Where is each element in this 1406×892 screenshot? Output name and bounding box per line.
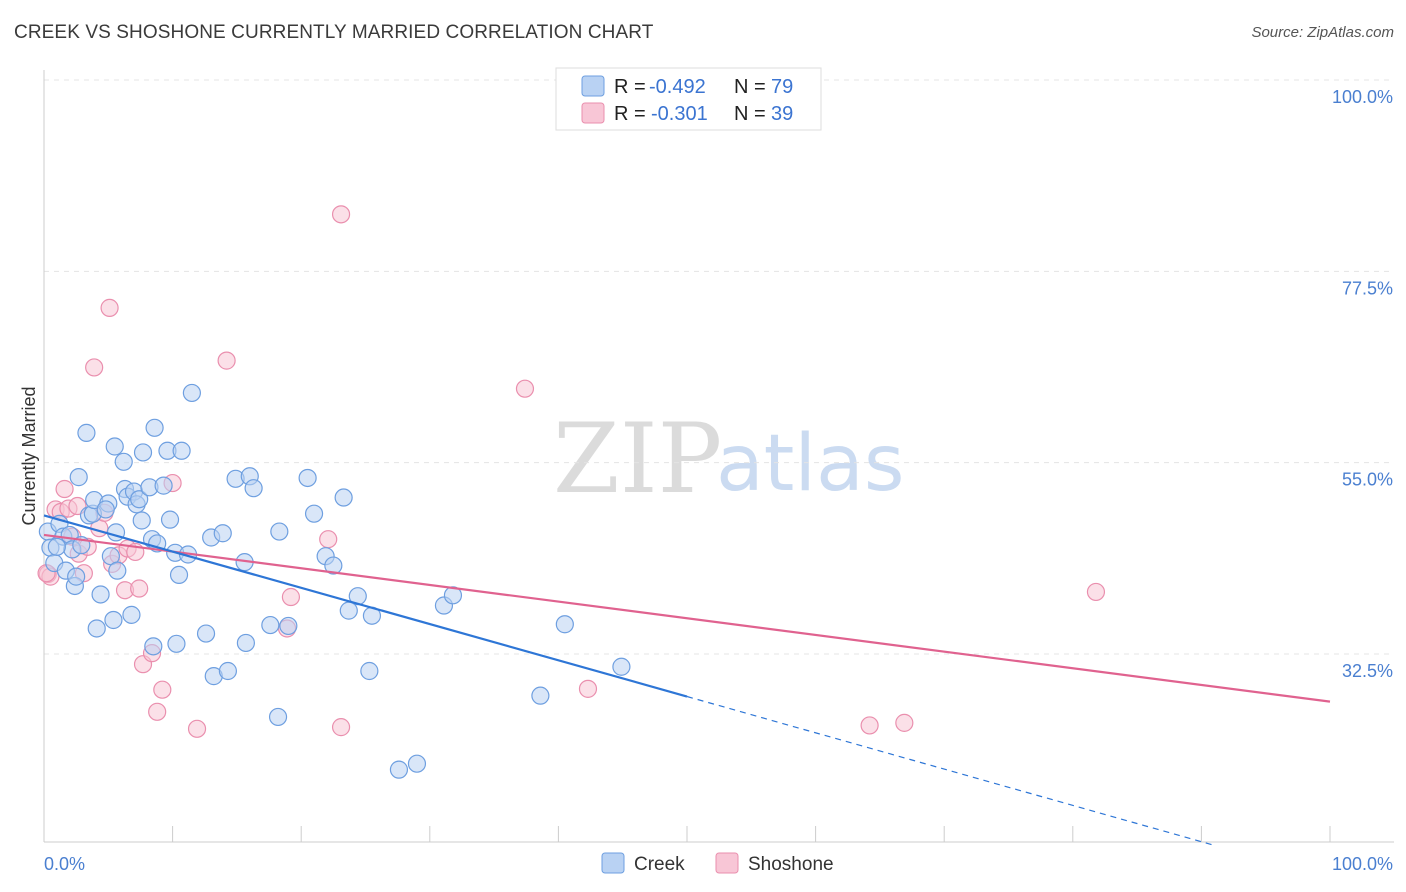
creek-point [531, 686, 550, 705]
creek-point [132, 511, 151, 530]
creek-point [108, 561, 127, 580]
creek-point [279, 616, 298, 636]
creek-point [105, 437, 124, 456]
shoshone-point [187, 719, 207, 738]
x-ticks [172, 826, 1331, 842]
creek-point [213, 524, 232, 543]
bottom-legend: Creek Shoshone [601, 852, 834, 875]
creek-point [96, 500, 115, 519]
creek-point [154, 476, 173, 495]
shoshone-point [578, 679, 598, 698]
creek-point [77, 423, 96, 442]
creek-point [122, 605, 141, 624]
legend-box: R = -0.492 N = 79 R = -0.301 N = 39 [555, 67, 822, 131]
watermark: ZIP atlas [553, 403, 905, 515]
creek-points [38, 383, 631, 779]
creek-point [182, 383, 201, 403]
chart-title: CREEK VS SHOSHONE CURRENTLY MARRIED CORR… [14, 22, 654, 43]
creek-point [304, 504, 324, 523]
creek-point [87, 619, 106, 638]
gridlines [44, 79, 1394, 655]
creek-point [144, 637, 163, 656]
x-tick-label-max: 100.0% [1332, 854, 1393, 874]
creek-point [114, 452, 133, 471]
creek-point [218, 661, 237, 681]
creek-point [145, 418, 164, 437]
creek-point [334, 488, 353, 507]
shoshone-point [860, 716, 879, 735]
y-axis-label: Currently Married [19, 386, 39, 525]
shoshone-point [148, 702, 167, 721]
creek-point [167, 634, 186, 653]
shoshone-point [85, 358, 104, 377]
legend-creek-r-value: -0.492 [649, 76, 706, 98]
bottom-legend-creek-label: Creek [634, 854, 685, 875]
creek-trendline [43, 514, 688, 698]
creek-point [298, 468, 317, 488]
creek-point [443, 586, 463, 605]
y-tick-labels: 32.5% 55.0% 77.5% 100.0% [1332, 87, 1393, 681]
shoshone-point [1086, 582, 1106, 602]
creek-point [160, 510, 180, 529]
shoshone-point [331, 718, 351, 737]
creek-point [270, 522, 289, 541]
creek-point [169, 565, 189, 585]
creek-point [407, 754, 427, 773]
creek-point [389, 760, 409, 779]
legend-shoshone-r-label: R = [614, 103, 646, 125]
legend-creek-swatch [581, 75, 605, 97]
bottom-legend-creek-swatch [601, 852, 625, 874]
legend-shoshone-n-label: N = [734, 103, 766, 125]
creek-point [130, 490, 149, 509]
trendlines [43, 514, 1331, 846]
shoshone-point [515, 379, 535, 398]
creek-point [104, 610, 123, 630]
shoshone-point [217, 351, 236, 370]
creek-point [360, 661, 379, 681]
shoshone-point [55, 479, 74, 499]
legend-creek-n-value: 79 [771, 76, 793, 98]
creek-trendline-extension [686, 695, 1215, 846]
source-label: Source: ZipAtlas.com [1251, 24, 1394, 41]
shoshone-point [331, 205, 351, 224]
legend-shoshone-swatch [581, 102, 605, 124]
bottom-legend-shoshone-swatch [715, 852, 739, 874]
creek-point [261, 615, 280, 635]
watermark-atlas: atlas [716, 419, 905, 509]
y-tick-label: 55.0% [1342, 470, 1393, 490]
creek-point [324, 556, 343, 575]
legend-creek-n-label: N = [734, 76, 766, 98]
creek-point [236, 633, 256, 653]
shoshone-point [319, 530, 338, 549]
shoshone-point [895, 713, 914, 732]
creek-point [612, 657, 631, 676]
creek-point [133, 443, 153, 462]
legend-shoshone-r-value: -0.301 [651, 103, 708, 125]
creek-point [91, 585, 110, 604]
creek-point [69, 468, 88, 487]
watermark-zip: ZIP [553, 403, 722, 515]
axes [43, 70, 1394, 843]
shoshone-point [100, 298, 119, 317]
shoshone-trendline [43, 533, 1331, 703]
legend-creek-r-label: R = [614, 76, 646, 98]
creek-point [196, 624, 216, 643]
shoshone-point [153, 680, 172, 699]
y-tick-label: 100.0% [1332, 87, 1393, 107]
creek-point [172, 441, 191, 460]
x-tick-label-min: 0.0% [44, 854, 85, 874]
creek-point [67, 567, 86, 586]
shoshone-point [281, 587, 301, 607]
legend-shoshone-n-value: 39 [771, 103, 793, 125]
y-tick-label: 32.5% [1342, 661, 1393, 681]
creek-point [555, 615, 574, 634]
shoshone-point [130, 579, 149, 598]
y-tick-label: 77.5% [1342, 278, 1393, 298]
creek-point [47, 537, 66, 556]
creek-point [244, 479, 263, 498]
creek-point [268, 707, 288, 727]
bottom-legend-shoshone-label: Shoshone [748, 854, 834, 875]
